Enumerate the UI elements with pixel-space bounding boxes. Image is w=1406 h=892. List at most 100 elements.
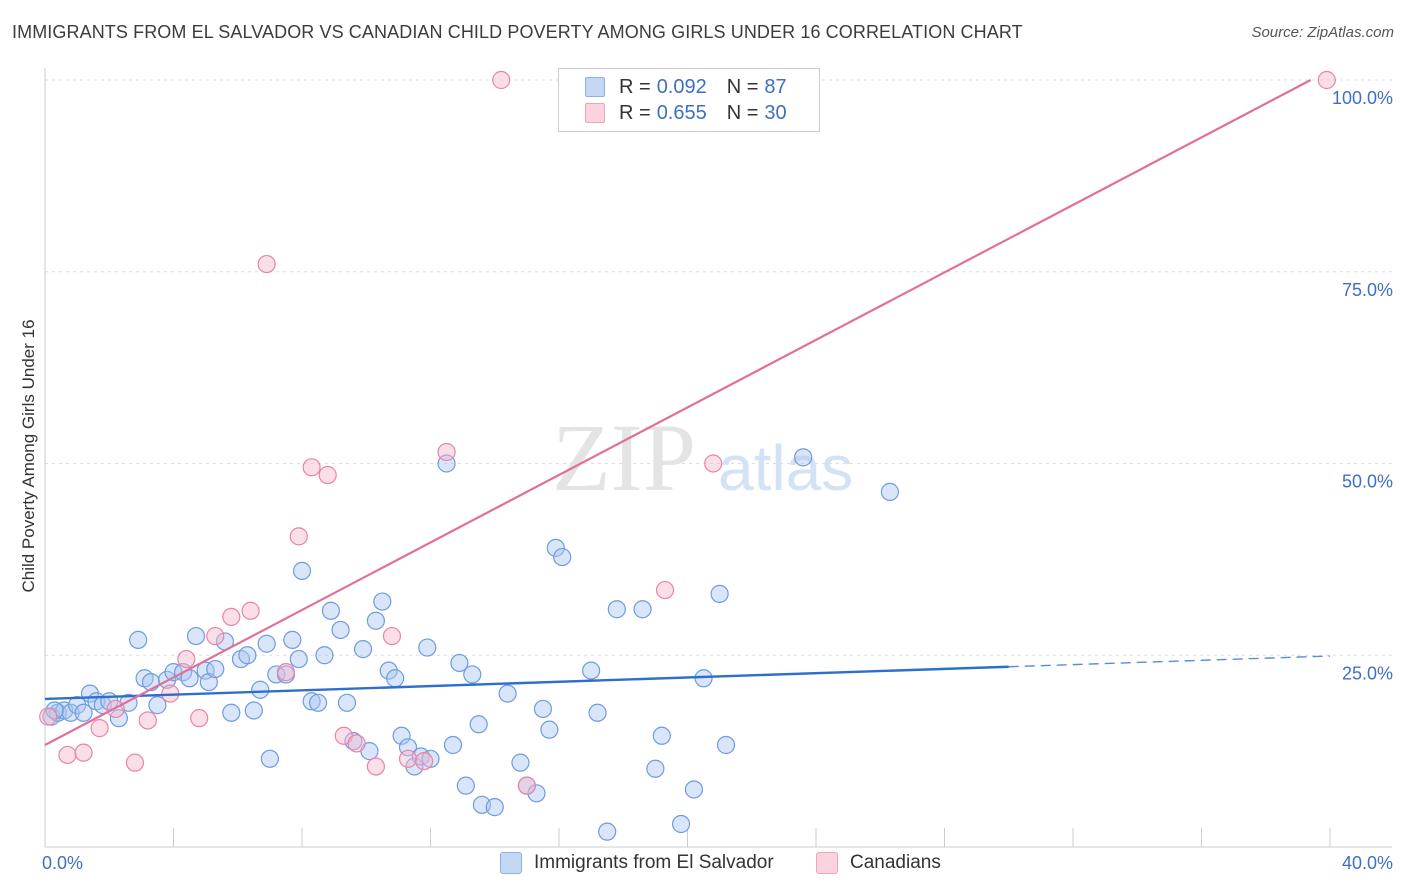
point-canadians <box>257 254 276 274</box>
data-points <box>39 70 1336 841</box>
point-el-salvador <box>260 749 279 768</box>
point-el-salvador <box>582 661 601 680</box>
bottom-legend-el-salvador: Immigrants from El Salvador <box>500 852 774 874</box>
legend-n-label: N = <box>726 101 759 124</box>
point-el-salvador <box>498 684 517 703</box>
point-el-salvador <box>289 649 308 669</box>
point-el-salvador <box>141 672 161 692</box>
point-el-salvador <box>540 720 559 739</box>
point-el-salvador <box>238 646 257 665</box>
grid-lines <box>45 79 1392 656</box>
point-canadians <box>190 709 209 728</box>
point-el-salvador <box>344 732 363 751</box>
point-canadians <box>289 527 308 546</box>
point-el-salvador <box>251 680 270 699</box>
point-el-salvador <box>684 780 704 799</box>
point-el-salvador <box>485 798 504 817</box>
point-el-salvador <box>553 547 572 567</box>
y-tick-label: 25.0% <box>1342 663 1393 683</box>
source-label: Source: ZipAtlas.com <box>1251 24 1394 41</box>
legend-n-value: 30 <box>764 101 787 124</box>
point-el-salvador <box>533 699 553 719</box>
point-el-salvador <box>74 703 93 722</box>
point-canadians <box>138 711 157 730</box>
point-canadians <box>39 707 58 726</box>
point-el-salvador <box>283 630 302 650</box>
point-canadians <box>517 776 536 795</box>
legend-r-value: 0.655 <box>656 101 707 124</box>
legend-r-value: 0.092 <box>656 75 707 98</box>
y-tick-label: 100.0% <box>1332 88 1393 108</box>
point-el-salvador <box>511 753 530 772</box>
point-canadians <box>302 458 321 477</box>
point-el-salvador <box>450 653 469 673</box>
point-canadians <box>414 751 434 771</box>
point-el-salvador <box>302 692 321 711</box>
point-el-salvador <box>880 482 899 501</box>
legend-row-el-salvador: R = 0.092 N = 87 <box>585 74 787 100</box>
axes <box>44 68 1392 848</box>
point-canadians <box>222 607 241 627</box>
trend-lines <box>44 79 1331 746</box>
point-el-salvador <box>257 634 276 653</box>
point-canadians <box>318 465 337 485</box>
point-canadians <box>276 663 296 682</box>
point-el-salvador <box>315 646 334 665</box>
point-el-salvador <box>244 701 263 720</box>
point-el-salvador <box>148 696 167 715</box>
point-el-salvador <box>386 669 405 688</box>
point-el-salvador <box>794 448 813 467</box>
point-el-salvador <box>633 600 652 619</box>
point-el-salvador <box>373 592 392 611</box>
point-el-salvador <box>598 822 617 841</box>
point-canadians <box>347 734 366 753</box>
bottom-legend-label: Immigrants from El Salvador <box>534 852 774 873</box>
legend-swatch-el-salvador <box>585 77 605 97</box>
point-el-salvador <box>710 584 729 603</box>
x-tick-label: 0.0% <box>42 853 83 873</box>
bottom-legend-swatch <box>816 852 838 874</box>
point-canadians <box>1317 70 1336 90</box>
point-canadians <box>58 745 77 765</box>
point-el-salvador <box>186 626 206 646</box>
point-el-salvador <box>321 601 341 620</box>
point-el-salvador <box>456 776 475 795</box>
bottom-legend-canadians: Canadians <box>816 852 941 874</box>
point-canadians <box>655 580 675 600</box>
bottom-legend-swatch <box>500 852 522 874</box>
point-el-salvador <box>129 630 148 650</box>
legend: R = 0.092 N = 87 R = 0.655 N = 30 <box>558 68 820 132</box>
trend-line-canadians <box>44 79 1312 746</box>
bottom-legend-label: Canadians <box>850 852 941 873</box>
legend-n-value: 87 <box>764 75 787 98</box>
point-el-salvador <box>671 814 691 834</box>
point-canadians <box>90 719 109 738</box>
x-tick-labels: 0.0% 40.0% <box>42 853 1393 873</box>
legend-n-label: N = <box>726 75 759 98</box>
trend-line-el-salvador-extension <box>1008 655 1331 668</box>
point-el-salvador <box>308 693 328 712</box>
point-el-salvador <box>716 735 736 755</box>
point-canadians <box>366 757 385 776</box>
point-canadians <box>382 626 402 646</box>
point-el-salvador <box>588 703 607 722</box>
point-canadians <box>125 753 145 772</box>
point-canadians <box>437 442 456 462</box>
point-el-salvador <box>206 659 225 679</box>
point-el-salvador <box>527 784 546 803</box>
point-el-salvador <box>469 715 488 734</box>
point-el-salvador <box>607 600 626 619</box>
legend-r-label: R = <box>619 101 651 124</box>
y-tick-label: 50.0% <box>1342 472 1393 492</box>
legend-r-label: R = <box>619 75 651 98</box>
chart-title: IMMIGRANTS FROM EL SALVADOR VS CANADIAN … <box>12 22 1023 42</box>
point-el-salvador <box>652 726 671 745</box>
point-el-salvador <box>337 693 357 712</box>
point-el-salvador <box>418 638 437 657</box>
point-canadians <box>241 601 260 620</box>
y-tick-label: 75.0% <box>1342 280 1393 300</box>
trend-line-el-salvador <box>44 665 1009 701</box>
watermark-zip: ZIP <box>552 404 696 511</box>
point-el-salvador <box>463 665 482 684</box>
